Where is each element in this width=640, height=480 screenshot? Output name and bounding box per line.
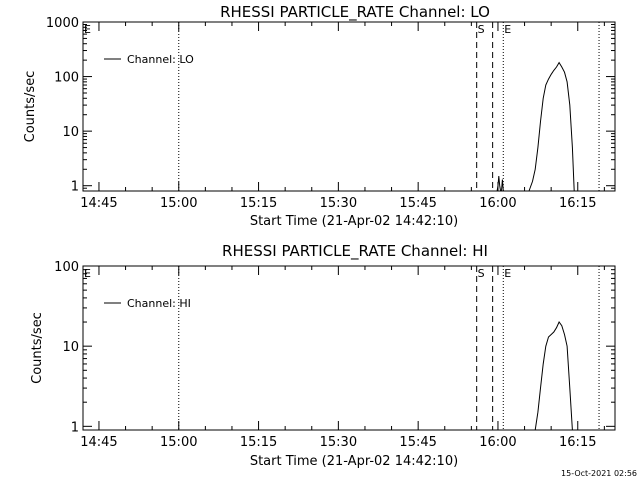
y-axis-label: Counts/sec bbox=[23, 71, 38, 143]
x-tick-label: 15:00 bbox=[160, 435, 197, 450]
x-tick-label: 15:45 bbox=[399, 196, 436, 211]
y-tick-label: 10 bbox=[62, 125, 79, 140]
time-marker-label: S bbox=[478, 23, 485, 36]
time-marker-label: E bbox=[84, 267, 91, 280]
time-marker-label: E bbox=[504, 267, 511, 280]
legend-entry: Channel: HI bbox=[127, 297, 191, 310]
series-line bbox=[528, 61, 575, 192]
chart-title: RHESSI PARTICLE_RATE Channel: HI bbox=[222, 242, 488, 261]
time-marker-label: E bbox=[504, 23, 511, 36]
y-tick-label: 100 bbox=[54, 260, 79, 275]
chart-panel-1: RHESSI PARTICLE_RATE Channel: HI 1 10 100 14… bbox=[30, 242, 616, 469]
x-tick-label: 15:00 bbox=[160, 196, 197, 211]
x-tick-label: 16:15 bbox=[559, 435, 596, 450]
x-tick-label: 16:00 bbox=[479, 435, 516, 450]
x-tick-label: 16:00 bbox=[479, 196, 516, 211]
x-tick-label: 14:45 bbox=[80, 435, 117, 450]
legend-entry: Channel: LO bbox=[127, 53, 194, 66]
series-line bbox=[501, 179, 504, 192]
plot-frame bbox=[82, 265, 616, 431]
x-axis-label: Start Time (21-Apr-02 14:42:10) bbox=[250, 214, 458, 229]
x-tick-label: 15:15 bbox=[240, 196, 277, 211]
y-axis-label: Counts/sec bbox=[30, 312, 45, 384]
x-tick-label: 14:45 bbox=[80, 196, 117, 211]
y-tick-label: 1 bbox=[71, 420, 79, 435]
footer-timestamp: 15-Oct-2021 02:56 bbox=[561, 469, 637, 478]
x-tick-label: 16:15 bbox=[559, 196, 596, 211]
y-tick-label: 10 bbox=[62, 340, 79, 355]
x-axis-label: Start Time (21-Apr-02 14:42:10) bbox=[250, 454, 458, 469]
series-line bbox=[534, 321, 573, 431]
chart-panel-0: RHESSI PARTICLE_RATE Channel: LO 1 10 100 10… bbox=[23, 3, 616, 229]
y-tick-label: 100 bbox=[54, 71, 79, 86]
chart-title: RHESSI PARTICLE_RATE Channel: LO bbox=[220, 3, 490, 22]
x-tick-label: 15:30 bbox=[320, 435, 357, 450]
time-marker-label: E bbox=[84, 23, 91, 36]
y-tick-label: 1000 bbox=[46, 16, 79, 31]
y-tick-label: 1 bbox=[71, 180, 79, 195]
time-marker-label: S bbox=[478, 267, 485, 280]
x-tick-label: 15:45 bbox=[399, 435, 436, 450]
x-tick-label: 15:15 bbox=[240, 435, 277, 450]
series-line bbox=[496, 176, 502, 192]
x-tick-label: 15:30 bbox=[320, 196, 357, 211]
